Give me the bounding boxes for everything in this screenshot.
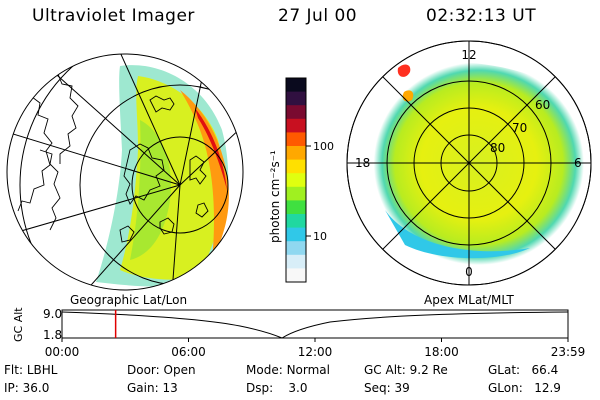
date-label: 27 Jul 00 — [278, 6, 358, 26]
colorbar-stripe — [286, 105, 306, 120]
time-tick-1200: 12:00 — [298, 345, 333, 359]
right-aurora-ring — [385, 210, 530, 259]
glat-value: 66.4 — [531, 363, 559, 377]
time-tick-1800: 18:00 — [424, 345, 459, 359]
mlt-label-6: 6 — [574, 156, 582, 170]
colorbar-stripe — [286, 118, 306, 133]
filter-value: LBHL — [26, 363, 58, 377]
mode-value: Normal — [286, 363, 330, 377]
colorbar-stripe — [286, 132, 306, 147]
colorbar-stripe — [286, 214, 306, 229]
left-geographic-map — [6, 53, 244, 291]
instrument-title: Ultraviolet Imager — [32, 6, 195, 26]
colorbar-stripe — [286, 186, 306, 201]
colorbar-stripe — [286, 227, 306, 242]
gcalt-tick-max: 9.0 — [43, 307, 62, 321]
mlat-label-80: 80 — [490, 141, 505, 155]
colorbar-stripe — [286, 146, 306, 161]
altitude-timeline: 9.0 1.8 GC Alt 00:00 06:00 12:00 18:00 2… — [12, 307, 585, 359]
gain-readout: Gain: 13 — [127, 381, 178, 395]
colorbar-stripe — [286, 173, 306, 188]
altitude-curve — [61, 311, 569, 339]
door-value: Open — [163, 363, 196, 377]
right-magnetic-map: 12 0 18 6 60 70 80 — [346, 40, 592, 286]
ip-readout: IP: 36.0 — [4, 381, 50, 395]
time-label: 02:32:13 UT — [426, 6, 537, 26]
glon-value: 12.9 — [534, 381, 561, 395]
door-readout: Door: Open — [127, 363, 196, 377]
gcalt-readout: GC Alt: 9.2 Re — [364, 363, 448, 377]
gcalt-tick-min: 1.8 — [43, 328, 62, 342]
mag-grid — [347, 41, 591, 285]
colorbar-stripe — [286, 91, 306, 106]
mlt-label-0: 0 — [465, 265, 473, 279]
colorbar-stripe — [286, 254, 306, 269]
left-projection-label: Geographic Lat/Lon — [70, 293, 187, 307]
seq-readout: Seq: 39 — [364, 381, 410, 395]
colorbar-stripe — [286, 78, 306, 93]
seq-value: 39 — [394, 381, 410, 395]
colorbar-stripe — [286, 200, 306, 215]
mlat-label-60: 60 — [535, 98, 550, 112]
glat-readout: GLat: 66.4 — [488, 363, 559, 377]
colorbar-tick-100: 100 — [313, 140, 334, 153]
time-tick-0600: 06:00 — [171, 345, 206, 359]
mlt-label-12: 12 — [461, 48, 476, 62]
mlat-label-70: 70 — [512, 121, 527, 135]
right-projection-label: Apex MLat/MLT — [424, 293, 514, 307]
right-aurora-spot — [397, 64, 411, 77]
left-aurora-core — [195, 108, 227, 190]
colorbar-tick-10: 10 — [313, 230, 327, 243]
mode-readout: Mode: Normal — [246, 363, 330, 377]
gain-value: 13 — [162, 381, 178, 395]
dsp-value: 3.0 — [288, 381, 308, 395]
color-bar: 100 10 photon cm⁻²s⁻¹ — [268, 77, 334, 283]
filter-readout: Flt: LBHL — [4, 363, 58, 377]
glon-readout: GLon: 12.9 — [488, 381, 561, 395]
time-tick-0000: 00:00 — [45, 345, 80, 359]
coastlines — [17, 73, 209, 243]
mlt-label-18: 18 — [355, 156, 370, 170]
ip-value: 36.0 — [22, 381, 50, 395]
left-aurora-band — [180, 90, 229, 260]
colorbar-stripe — [286, 268, 306, 283]
right-aurora-spot-b — [402, 90, 414, 102]
colorbar-stripe — [286, 159, 306, 174]
gcalt-axis-label: GC Alt — [12, 307, 25, 342]
dsp-readout: Dsp: 3.0 — [246, 381, 308, 395]
right-aurora-oval — [373, 62, 584, 266]
colorbar-label: photon cm⁻²s⁻¹ — [268, 150, 282, 243]
gcalt-value: 9.2 Re — [409, 363, 448, 377]
timeline-ticks — [61, 338, 569, 342]
time-tick-2359: 23:59 — [551, 345, 586, 359]
colorbar-stripe — [286, 241, 306, 256]
